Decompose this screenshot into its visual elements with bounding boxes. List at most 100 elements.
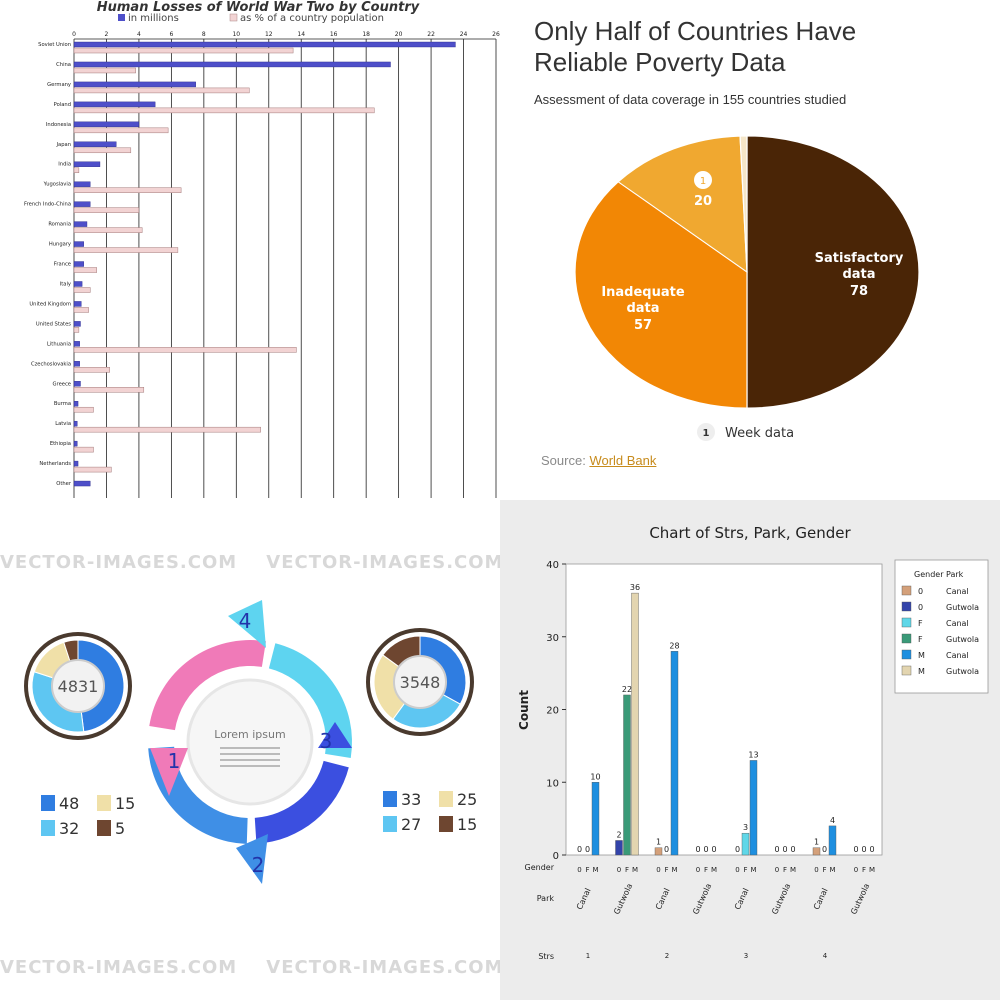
gender-tick-label: M — [671, 866, 677, 874]
bar-millions — [73, 480, 91, 487]
bar-value-label: 13 — [748, 750, 758, 759]
category-label: Germany — [47, 82, 71, 88]
category-label: Ethiopia — [50, 441, 71, 447]
ww2-chart: in millions as % of a country population 0… — [24, 13, 500, 498]
bar-millions — [73, 221, 88, 227]
legend-value: 32 — [59, 819, 79, 838]
legend-header-park: Park — [946, 570, 964, 579]
legend-header-gender: Gender — [914, 570, 944, 579]
bar-value-label: 0 — [774, 845, 779, 854]
category-label: Hungary — [49, 242, 71, 248]
category-label: Greece — [53, 381, 71, 387]
donut-chart-4831: 4831 48 32 15 5 — [24, 632, 135, 838]
bar — [615, 840, 623, 856]
bar — [828, 825, 837, 856]
bar-value-label: 0 — [790, 845, 795, 854]
legend-value: 48 — [59, 794, 79, 813]
bar-value-label: 0 — [711, 845, 716, 854]
legend-swatch — [901, 649, 912, 660]
x-tick-label: 4 — [137, 31, 141, 38]
bar-value-label: 0 — [782, 845, 787, 854]
gender-tick-label: 0 — [775, 866, 779, 874]
park-tick-label: Canal — [812, 887, 830, 911]
category-label: Indonesia — [46, 122, 71, 128]
marker-circle — [694, 171, 712, 189]
bar-percent — [73, 367, 110, 373]
gender-tick-label: 0 — [814, 866, 818, 874]
bar-value-label: 10 — [590, 772, 600, 781]
bar-percent — [73, 147, 132, 154]
bar-value-label: 0 — [822, 845, 827, 854]
legend-swatch — [97, 820, 111, 836]
category-label: Soviet Union — [38, 42, 71, 48]
park-tick-label: Canal — [654, 887, 672, 911]
slice-value: 78 — [850, 284, 868, 299]
bar-percent — [73, 307, 89, 313]
poverty-chart-subtitle: Assessment of data coverage in 155 count… — [534, 92, 847, 107]
category-label: Italy — [60, 281, 71, 287]
legend-park: Canal — [946, 651, 969, 660]
watermark-top: VECTOR-IMAGES.COM VECTOR-IMAGES.COM VECT… — [0, 552, 500, 573]
bar-millions — [73, 61, 391, 68]
legend-gender: 0 — [918, 603, 923, 612]
category-label: France — [54, 262, 71, 268]
cycle-center — [186, 678, 314, 806]
park-tick-label: Gutwola — [691, 882, 713, 916]
gender-tick-label: M — [829, 866, 835, 874]
bar-percent — [73, 67, 136, 74]
bar-percent — [73, 127, 169, 134]
legend-box: Gender Park 0 Canal 0 Gutwola F Canal F Gutwola M C… — [894, 559, 989, 694]
bar-percent — [73, 167, 80, 173]
y-axis-label: Count — [517, 690, 531, 730]
gender-tick-label: F — [664, 866, 668, 874]
bar-value-label: 1 — [814, 838, 819, 847]
donut-center — [51, 659, 105, 713]
category-label: Romania — [48, 222, 71, 228]
bar-percent — [73, 47, 294, 54]
category-label: Other — [56, 481, 72, 487]
step-number: 2 — [252, 853, 265, 877]
gender-tick-label: 0 — [656, 866, 660, 874]
legend-gender: F — [918, 619, 923, 628]
bar-value-label: 36 — [630, 583, 640, 592]
bar-millions — [73, 460, 79, 467]
legend-label-percent: as % of a country population — [240, 13, 384, 24]
legend-park: Canal — [946, 587, 969, 596]
strs-tick-label: 2 — [665, 952, 669, 960]
bar-percent — [73, 227, 143, 233]
strs-park-gender-chart: Chart of Strs, Park, Gender010203040Coun… — [517, 524, 989, 961]
step-number: 4 — [239, 609, 252, 633]
pie-slice — [574, 181, 748, 409]
x-tick-label: 12 — [265, 31, 273, 38]
legend-swatch — [439, 816, 453, 832]
slice-label-text: Satisfactory — [815, 251, 904, 266]
legend-value: 25 — [457, 790, 477, 809]
slice-value: 57 — [634, 318, 652, 333]
donut-center-value: 3548 — [400, 673, 441, 692]
legend-park: Gutwola — [946, 603, 979, 612]
infographic-graphic: 4831 48 32 15 5 3548 33 27 25 15 1 2 3 4 Lorem ipsum — [24, 600, 477, 884]
bar-percent — [73, 287, 91, 293]
legend-value: 15 — [115, 794, 135, 813]
legend-value: 15 — [457, 815, 477, 834]
pie-slice — [746, 135, 920, 409]
legend-gender: M — [918, 651, 925, 660]
bar-percent — [73, 426, 261, 433]
y-tick-label: 0 — [553, 851, 559, 862]
bar-millions — [73, 41, 456, 48]
x-tick-label: 8 — [202, 31, 206, 38]
ww2-grid: 0 2 4 6 8 10 12 14 16 18 20 22 24 26 — [72, 31, 500, 498]
arrowhead-2 — [236, 834, 268, 884]
slice-label-third: 1 20 — [694, 171, 712, 209]
source-link[interactable]: World Bank — [589, 453, 657, 468]
bar-percent — [73, 107, 375, 114]
marker-number: 1 — [700, 176, 706, 187]
legend-marker-number: 1 — [703, 428, 710, 439]
bar-value-label: 0 — [853, 845, 858, 854]
ww2-losses-panel: Human Losses of World War Two by Country… — [0, 0, 500, 500]
legend-value: 33 — [401, 790, 421, 809]
x-tick-label: 20 — [395, 31, 403, 38]
